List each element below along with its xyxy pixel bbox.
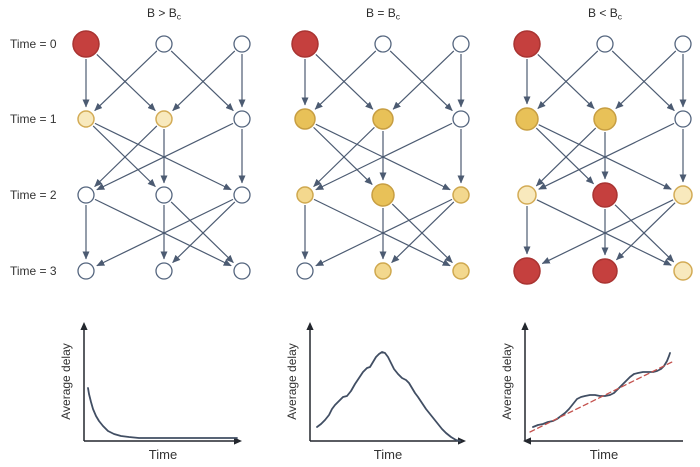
node-white-t0-1 — [596, 35, 614, 53]
delay-curve — [316, 351, 461, 442]
plot-0: Time Average delay — [59, 322, 242, 462]
node-red-t0-0 — [291, 30, 319, 58]
y-axis-label: Average delay — [285, 343, 299, 420]
edge-t1-2-to-0 — [538, 122, 675, 190]
row-label-time-1: Time = 1 — [10, 112, 57, 126]
edge-t2-0-to-2 — [536, 199, 672, 266]
edge-t0-2-to-1 — [615, 50, 677, 110]
node-white-t0-2 — [233, 35, 251, 53]
y-axis-arrowhead — [80, 322, 88, 330]
y-axis-label: Average delay — [500, 343, 514, 420]
node-white-t1-2 — [233, 110, 251, 128]
edge-t2-2-to-1 — [172, 201, 236, 264]
edge-t1-0-to-1 — [313, 126, 373, 185]
node-white-t3-0 — [77, 262, 95, 280]
panel-title-2: B < Bc — [588, 6, 623, 22]
trend-line — [529, 361, 673, 433]
plot-2: Time Average delay — [500, 322, 683, 462]
node-white-t2-0 — [77, 186, 95, 204]
edge-t0-1-to-2 — [389, 50, 453, 112]
node-white-t0-2 — [674, 35, 692, 53]
edge-t1-1-to-0 — [313, 126, 375, 188]
node-white-t3-1 — [155, 262, 173, 280]
edge-t1-0-to-2 — [94, 122, 232, 191]
node-red-t3-1 — [592, 258, 618, 284]
node-cream-t1-0 — [77, 110, 95, 128]
x-axis-arrowhead — [234, 437, 242, 445]
delay-curve — [532, 352, 671, 428]
edge-t1-2-to-0 — [96, 122, 234, 191]
edge-t0-0-to-1 — [96, 53, 156, 112]
node-red-t2-1 — [592, 182, 618, 208]
edge-t2-2-to-0 — [96, 198, 234, 267]
node-red-t3-0 — [513, 257, 541, 285]
node-gold-t1-0 — [515, 107, 539, 131]
node-white-t2-1 — [155, 186, 173, 204]
edge-t0-2-to-1 — [392, 50, 455, 110]
node-gold-t1-1 — [372, 108, 394, 130]
node-cream-t2-2 — [673, 185, 693, 205]
node-palegold-t3-2 — [452, 262, 470, 280]
edge-t0-1-to-2 — [170, 50, 234, 112]
x-axis-label: Time — [590, 447, 618, 462]
edge-t2-1-to-2 — [170, 201, 234, 264]
edge-t2-2-to-1 — [616, 202, 676, 261]
edge-t2-2-to-0 — [541, 199, 674, 265]
node-palegold-t2-0 — [296, 186, 314, 204]
y-axis-arrowhead — [306, 322, 314, 330]
node-gold-t1-1 — [593, 107, 617, 131]
edge-t0-1-to-0 — [314, 50, 377, 110]
node-red-t0-0 — [513, 30, 541, 58]
y-axis-label: Average delay — [59, 343, 73, 420]
edge-t0-1-to-2 — [611, 50, 675, 112]
edge-t0-1-to-0 — [537, 50, 599, 110]
row-label-time-2: Time = 2 — [10, 188, 57, 202]
node-cream-t1-1 — [155, 110, 173, 128]
panel-title-0: B > Bc — [147, 6, 182, 22]
panel-title-1: B = Bc — [366, 6, 401, 22]
x-axis-label: Time — [149, 447, 177, 462]
node-white-t0-1 — [155, 35, 173, 53]
edge-t1-2-to-0 — [315, 122, 453, 191]
node-white-t1-2 — [674, 110, 692, 128]
node-gold-t1-0 — [294, 108, 316, 130]
node-cream-t3-2 — [673, 261, 693, 281]
node-red-t0-0 — [72, 30, 100, 58]
node-white-t3-2 — [233, 262, 251, 280]
node-white-t2-2 — [233, 186, 251, 204]
panel-1: B = Bc — [291, 6, 470, 280]
edge-t1-1-to-0 — [94, 125, 158, 188]
row-label-time-0: Time = 0 — [10, 37, 57, 51]
node-white-t0-2 — [452, 35, 470, 53]
x-axis-arrowhead — [458, 437, 466, 445]
edge-t0-2-to-1 — [172, 50, 236, 112]
x-axis-arrowhead — [523, 437, 531, 445]
node-white-t1-2 — [452, 110, 470, 128]
edge-t2-2-to-0 — [315, 198, 453, 267]
edge-t2-0-to-2 — [313, 198, 451, 267]
row-label-time-3: Time = 3 — [10, 264, 57, 278]
y-axis-arrowhead — [521, 322, 529, 330]
edge-t0-1-to-0 — [94, 50, 158, 112]
x-axis-label: Time — [374, 447, 402, 462]
edge-t2-0-to-2 — [94, 198, 232, 267]
edge-t1-0-to-1 — [535, 127, 594, 185]
edge-t1-1-to-0 — [535, 127, 597, 187]
node-white-t3-0 — [296, 262, 314, 280]
edge-t2-2-to-1 — [391, 201, 455, 264]
node-white-t0-1 — [374, 35, 392, 53]
panel-2: B < Bc — [513, 6, 693, 285]
node-palegold-t2-2 — [452, 186, 470, 204]
node-cream-t2-0 — [517, 185, 537, 205]
node-palegold-t3-1 — [374, 262, 392, 280]
plot-1: Time Average delay — [285, 322, 466, 462]
node-gold-t2-1 — [371, 183, 395, 207]
edge-t1-0-to-1 — [92, 125, 156, 188]
panel-0: B > Bc — [72, 6, 251, 280]
delay-curve — [87, 387, 238, 439]
